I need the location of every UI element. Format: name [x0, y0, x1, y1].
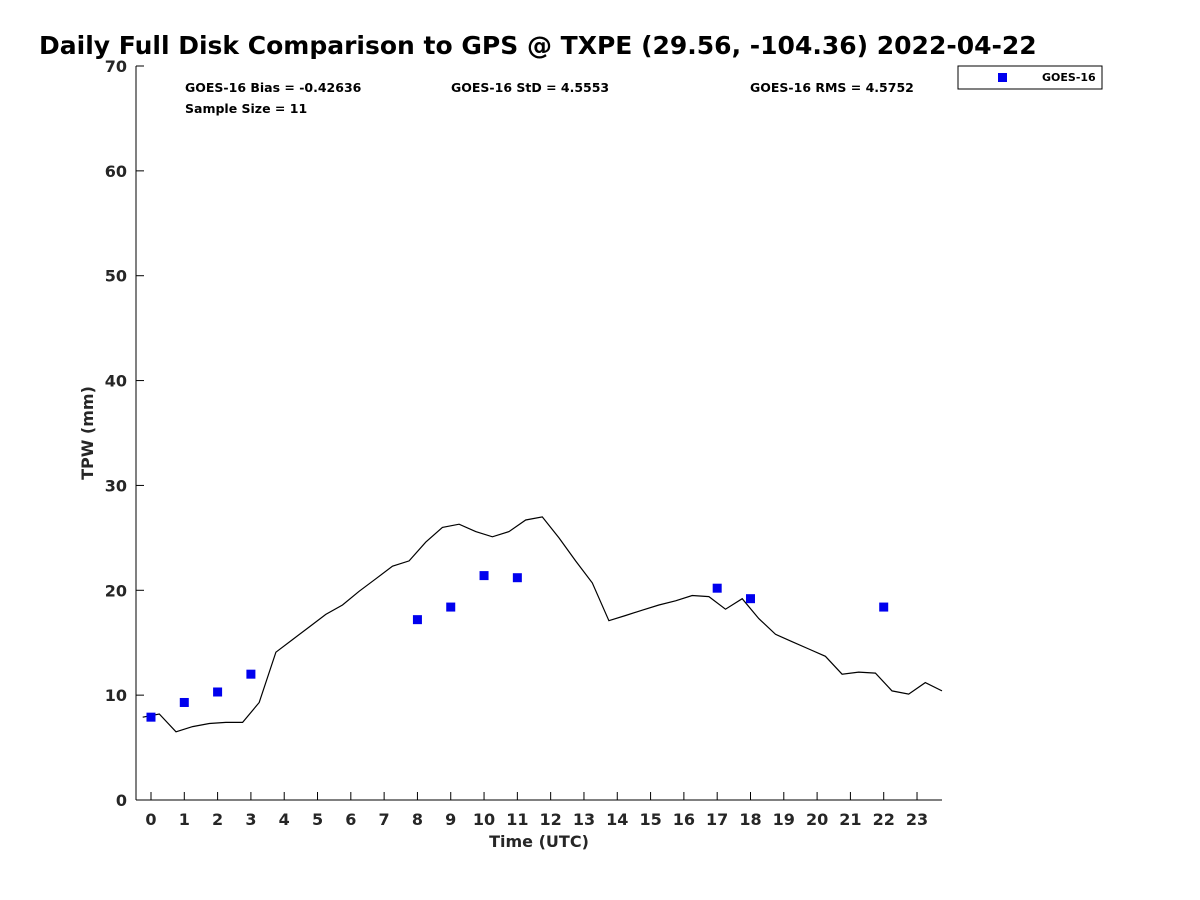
x-tick-label: 8 [412, 810, 423, 829]
x-tick-label: 10 [473, 810, 495, 829]
x-tick-label: 14 [606, 810, 628, 829]
y-tick-label: 50 [105, 267, 127, 286]
x-tick-label: 1 [179, 810, 190, 829]
goes16-point [745, 594, 755, 604]
y-axis-label: TPW (mm) [78, 386, 97, 480]
x-tick-label: 19 [773, 810, 795, 829]
goes16-series [146, 571, 889, 722]
goes16-point [412, 615, 422, 625]
goes16-point [446, 602, 456, 612]
rms-stat: GOES-16 RMS = 4.5752 [750, 80, 914, 95]
goes16-point [879, 602, 889, 612]
legend: GOES-16 [957, 65, 1103, 90]
x-tick-label: 2 [212, 810, 223, 829]
y-tick-label: 10 [105, 686, 127, 705]
y-tick-label: 20 [105, 581, 127, 600]
x-axis-label: Time (UTC) [489, 832, 589, 851]
y-tick-label: 40 [105, 372, 127, 391]
std-stat: GOES-16 StD = 4.5553 [451, 80, 609, 95]
x-tick-label: 15 [639, 810, 661, 829]
y-ticks: 0 10 20 30 40 50 60 70 [105, 57, 144, 810]
x-tick-label: 3 [245, 810, 256, 829]
legend-marker-goes16 [998, 73, 1007, 82]
chart-title: Daily Full Disk Comparison to GPS @ TXPE… [39, 31, 1037, 60]
x-ticks: 0 1 2 3 4 5 6 7 8 9 10 11 12 13 14 15 16 17 18 19 20 21 22 23 [145, 792, 928, 829]
goes16-point [512, 573, 522, 583]
x-tick-label: 17 [706, 810, 728, 829]
x-tick-label: 9 [445, 810, 456, 829]
x-tick-label: 4 [279, 810, 290, 829]
x-tick-label: 16 [673, 810, 695, 829]
goes16-point [213, 687, 223, 697]
x-tick-label: 22 [873, 810, 895, 829]
x-tick-label: 7 [379, 810, 390, 829]
y-tick-label: 70 [105, 57, 127, 76]
x-tick-label: 13 [573, 810, 595, 829]
x-tick-label: 0 [145, 810, 156, 829]
sample-size-stat: Sample Size = 11 [185, 101, 307, 116]
gps-line [142, 516, 943, 733]
x-tick-label: 21 [839, 810, 861, 829]
x-tick-label: 6 [345, 810, 356, 829]
goes16-point [479, 571, 489, 581]
bias-stat: GOES-16 Bias = -0.42636 [185, 80, 362, 95]
legend-box [957, 65, 1103, 90]
goes16-point [179, 697, 189, 707]
y-tick-label: 0 [116, 791, 127, 810]
goes16-point [246, 669, 256, 679]
goes16-point [146, 712, 156, 722]
x-tick-label: 18 [739, 810, 761, 829]
x-tick-label: 20 [806, 810, 828, 829]
plot-area [135, 66, 942, 801]
legend-label-goes16: GOES-16 [1042, 71, 1096, 84]
x-tick-label: 12 [540, 810, 562, 829]
gps-line-series [142, 516, 943, 733]
y-tick-label: 60 [105, 162, 127, 181]
x-tick-label: 11 [506, 810, 528, 829]
x-tick-label: 5 [312, 810, 323, 829]
goes16-point [712, 583, 722, 593]
x-tick-label: 23 [906, 810, 928, 829]
y-tick-label: 30 [105, 476, 127, 495]
